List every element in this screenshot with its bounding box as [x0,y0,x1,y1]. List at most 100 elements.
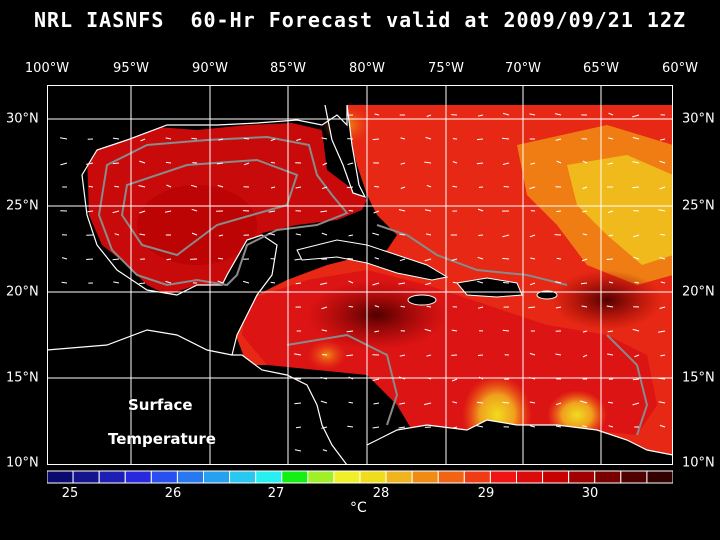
land-north-america [47,85,673,295]
vector-arrow [348,401,354,404]
vector-arrow [114,185,120,188]
vector-arrow [348,234,354,237]
colorbar [47,470,673,484]
vector-arrow [320,210,328,213]
vector-arrow [632,328,640,332]
warm-pool-yellow [567,155,673,265]
vector-arrow [320,400,328,404]
vector-arrow [346,330,354,333]
vector-arrow [399,354,406,357]
vector-arrow [139,210,146,214]
vector-arrow [426,354,432,357]
vector-arrow [452,161,458,164]
land-south-america [347,420,673,465]
vector-arrow [452,401,458,404]
vector-arrow [398,282,406,285]
lon-label-95w: 95°W [113,61,149,76]
vector-arrow [660,233,666,236]
vector-arrow [477,280,484,284]
vector-arrow [165,137,172,140]
vector-arrow [88,185,94,188]
vector-arrow [294,258,302,261]
vector-arrow [399,258,406,262]
vector-arrow [451,378,458,382]
vector-arrow [608,112,614,116]
vector-arrow [633,256,640,260]
vector-arrow [347,162,354,165]
vector-arrow [294,449,302,452]
vector-arrow [632,137,640,140]
vector-arrow [348,210,354,212]
colorbar-unit: °C [350,500,367,516]
vector-arrow [530,257,536,260]
colorbar-label-25: 25 [61,486,79,501]
vector-arrow [555,425,562,428]
colorbar-swatch-1 [72,470,100,484]
vector-arrows [60,112,666,452]
vector-arrow [529,186,536,190]
vector-arrow [606,258,614,260]
vector-arrow [321,186,328,190]
vector-arrow [400,137,406,140]
lon-label-60w: 60°W [662,61,698,76]
vector-arrow [321,306,328,310]
sst-map [47,85,673,465]
vector-arrow [660,281,666,284]
vector-arrow [582,330,588,333]
vector-arrow [529,234,536,238]
vector-arrow [295,233,302,236]
vector-arrow [634,354,640,358]
vector-arrow [659,306,666,309]
vector-arrow [452,426,458,429]
vector-arrow [607,330,614,333]
vector-arrow [319,282,328,285]
vector-arrow [372,282,380,286]
vector-arrow [451,258,458,261]
vector-arrow [582,233,588,236]
vector-arrow [348,280,354,284]
lat-label-25n-left: 25°N [6,198,39,214]
vector-arrow [477,208,484,212]
vector-arrow [400,305,406,308]
lat-label-10n-left: 10°N [6,455,39,471]
vector-arrow [400,162,406,165]
colorbar-label-27: 27 [267,486,285,501]
vector-arrow [608,401,614,404]
lon-label-100w: 100°W [24,61,70,76]
vector-arrow [476,138,484,141]
vector-arrow [608,425,614,428]
vector-arrow [581,305,588,308]
vector-arrow [582,186,588,190]
colorbar-swatch-18 [516,470,544,484]
vector-arrow [346,186,354,189]
vector-arrow [399,233,406,236]
colorbar-swatch-11 [333,470,361,484]
lat-label-20n-right: 20°N [682,284,715,300]
vector-arrow [608,281,614,284]
vector-arrow [372,138,380,141]
vector-arrow [556,257,562,260]
vector-arrow [164,210,172,213]
vector-arrow [606,305,614,308]
colorbar-label-28: 28 [372,486,390,501]
vector-arrow [477,256,484,260]
vector-arrow [580,400,588,404]
vector-arrow [140,138,146,142]
land-central-america [47,335,347,465]
colorbar-swatch-20 [568,470,596,484]
vector-arrow [632,161,640,164]
colorbar-swatch-16 [463,470,491,484]
vector-arrow [477,114,484,117]
vector-arrow [424,161,432,164]
colorbar-swatch-19 [542,470,570,484]
lon-label-70w: 70°W [505,61,541,76]
colorbar-swatch-13 [385,470,413,484]
vector-arrow [87,210,94,213]
vector-arrow [191,208,198,212]
lon-label-75w: 75°W [428,61,464,76]
lon-label-90w: 90°W [192,61,228,76]
lon-label-65w: 65°W [583,61,619,76]
vector-arrow [347,258,354,260]
vector-arrow [244,162,250,166]
vector-arrow [424,328,432,332]
